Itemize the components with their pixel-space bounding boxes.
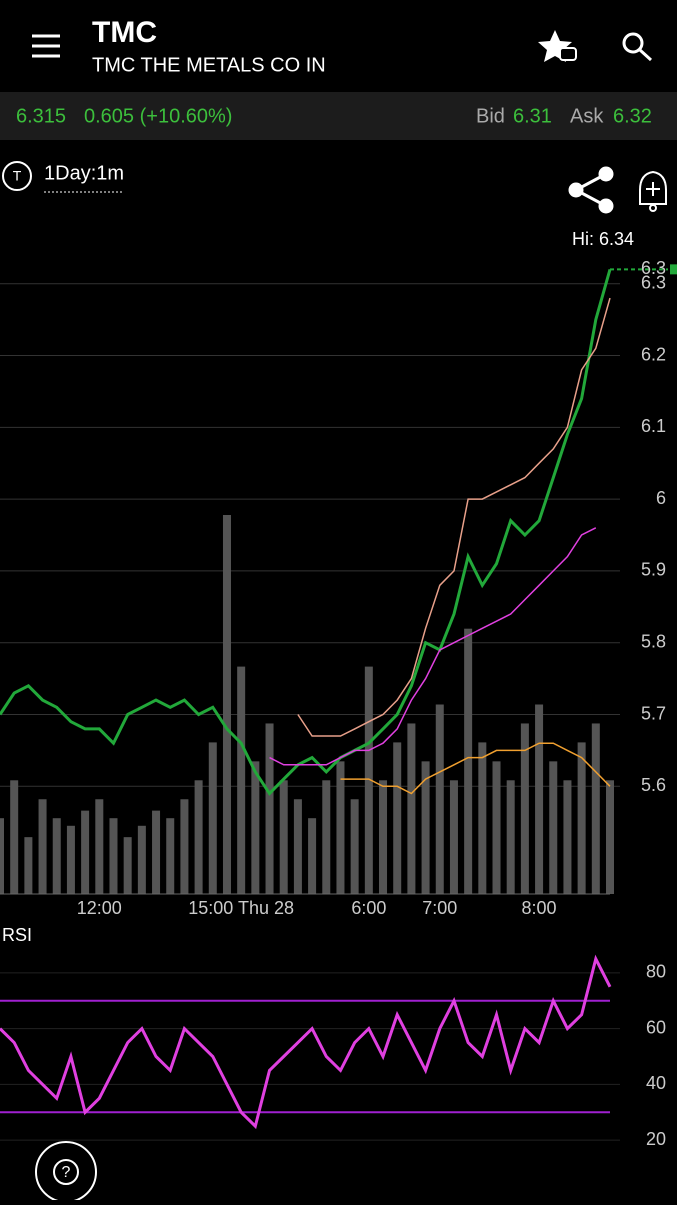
volume-bar (350, 799, 359, 894)
volume-bar (222, 515, 231, 894)
price-line (340, 742, 611, 795)
volume-bar (0, 818, 4, 894)
volume-bar (38, 799, 47, 894)
volume-bar (336, 761, 345, 894)
volume-bar (506, 780, 515, 894)
volume-bar (393, 742, 402, 894)
volume-bar (194, 780, 203, 894)
volume-bar (279, 780, 288, 894)
help-text: ? (62, 1164, 71, 1181)
volume-bar (52, 818, 61, 894)
y-tick-label: 6 (656, 488, 666, 508)
panel-title: RSI (2, 925, 32, 945)
y-tick-label: 5.9 (641, 560, 666, 580)
volume-bar (364, 666, 373, 894)
volume-bar (606, 780, 614, 894)
volume-bar (591, 723, 600, 894)
volume-bar (81, 810, 90, 894)
volume-bar (464, 628, 473, 894)
ask-label: Ask (570, 105, 604, 127)
x-tick-label: 8:00 (522, 898, 557, 918)
price-line (269, 527, 597, 766)
volume-bar (237, 666, 246, 894)
volume-bar (10, 780, 19, 894)
y-tick-label: 5.6 (641, 775, 666, 795)
watchlist-button[interactable] (538, 30, 577, 62)
last-price-marker (670, 264, 677, 275)
volume-bar (180, 799, 189, 894)
bid: 6.31 (513, 105, 552, 127)
high-label: Hi: 6.34 (572, 229, 634, 249)
volume-bar (563, 780, 572, 894)
volume-bar (535, 704, 544, 894)
volume-bar (435, 704, 444, 894)
y-tick-label: 6.1 (641, 416, 666, 436)
last-price-label: 6.3 (641, 258, 666, 278)
symbol: TMC (92, 16, 157, 49)
x-tick-label: 12:00 (77, 898, 122, 918)
svg-text:T: T (13, 168, 22, 184)
company-name: TMC THE METALS CO IN (92, 54, 326, 76)
interval-selector[interactable]: 1Day:1m (44, 162, 124, 184)
help-button[interactable]: ? (35, 1141, 97, 1203)
alert-button[interactable] (639, 170, 667, 212)
y-tick-label: 80 (646, 962, 666, 982)
volume-bar (322, 780, 331, 894)
volume-bar (308, 818, 317, 894)
volume-bar (577, 742, 586, 894)
price-line (0, 268, 612, 796)
search-button[interactable] (622, 32, 653, 62)
volume-bar (421, 761, 430, 894)
ask: 6.32 (613, 105, 652, 127)
y-tick-label: 40 (646, 1073, 666, 1093)
volume-bar (66, 825, 75, 894)
x-tick-label: 6:00 (351, 898, 386, 918)
volume-bar (478, 742, 487, 894)
y-tick-label: 6.2 (641, 344, 666, 364)
volume-bar (137, 825, 146, 894)
share-button[interactable] (568, 166, 614, 214)
volume-bar (166, 818, 175, 894)
volume-bar (549, 761, 558, 894)
volume-bar (123, 837, 132, 894)
volume-bar (449, 780, 458, 894)
last-price: 6.315 (16, 105, 66, 127)
volume-bar (293, 799, 302, 894)
y-tick-label: 6.3 (641, 272, 666, 292)
volume-bar (265, 723, 274, 894)
bid-label: Bid (476, 105, 505, 127)
volume-bar (251, 761, 260, 894)
volume-bar (152, 810, 161, 894)
quote-bar (0, 92, 677, 140)
y-tick-label: 20 (646, 1129, 666, 1149)
price-line (0, 954, 612, 1130)
template-button[interactable]: T (2, 161, 32, 191)
x-tick-label: 7:00 (422, 898, 457, 918)
volume-bar (95, 799, 104, 894)
y-tick-label: 5.7 (641, 703, 666, 723)
price-line (297, 297, 611, 737)
y-tick-label: 60 (646, 1017, 666, 1037)
volume-bar (109, 818, 118, 894)
volume-bar (492, 761, 501, 894)
volume-bar (379, 780, 388, 894)
volume-bar (407, 723, 416, 894)
menu-button[interactable] (32, 34, 60, 58)
x-tick-label: 15:00 Thu 28 (188, 898, 294, 918)
volume-bar (520, 723, 529, 894)
volume-bar (24, 837, 33, 894)
y-tick-label: 5.8 (641, 631, 666, 651)
price-change: 0.605 (+10.60%) (84, 105, 232, 127)
volume-bar (208, 742, 217, 894)
